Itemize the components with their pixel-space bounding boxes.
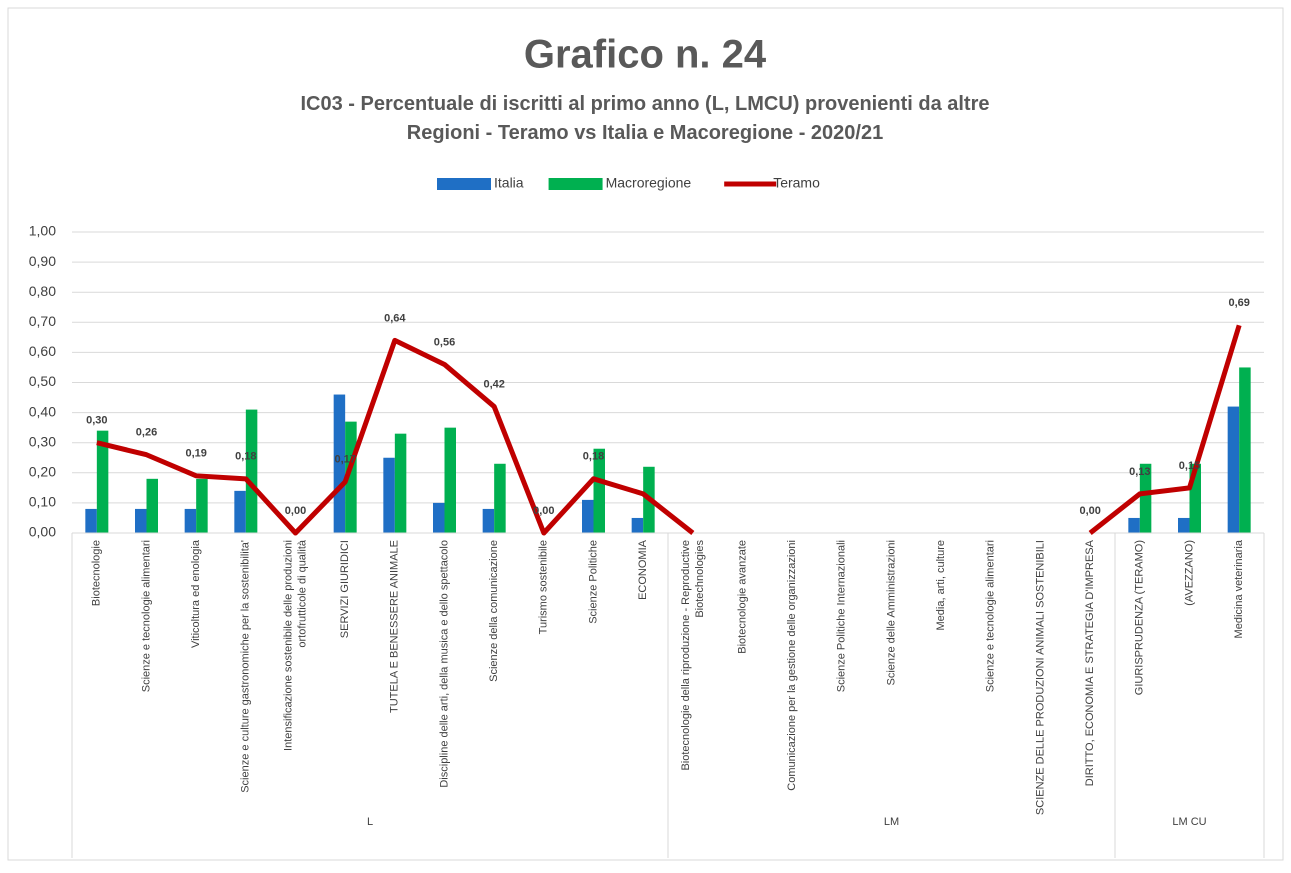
data-label: 0,26 xyxy=(136,427,157,439)
bar xyxy=(85,508,97,533)
legend-label: Macroregione xyxy=(606,175,692,191)
y-tick-label: 0,80 xyxy=(29,283,56,299)
bar xyxy=(345,421,357,533)
x-tick-label: Discipline delle arti, della musica e de… xyxy=(438,540,450,788)
data-label: 0,69 xyxy=(1228,297,1249,309)
line-series xyxy=(96,324,1242,536)
bar xyxy=(1178,517,1190,533)
x-tick-label: Biotecnologie xyxy=(91,540,103,606)
y-tick-label: 0,90 xyxy=(29,253,56,269)
x-tick-label: GIURISPRUDENZA (TERAMO) xyxy=(1134,540,1146,695)
chart-border xyxy=(7,7,1284,861)
x-tick-label: Viticoltura ed enologia xyxy=(190,539,202,648)
y-tick-label: 1,00 xyxy=(29,223,56,239)
x-tick-label: Scienze e tecnologie alimentari xyxy=(985,540,997,692)
y-tick-label: 0,40 xyxy=(29,403,56,419)
bar xyxy=(196,478,208,533)
legend-swatch xyxy=(437,178,491,190)
bar xyxy=(1128,517,1140,533)
group-label: L xyxy=(367,816,373,828)
y-tick-label: 0,50 xyxy=(29,373,56,389)
data-label: 0,18 xyxy=(583,451,604,463)
y-tick-label: 0,20 xyxy=(29,464,56,480)
y-tick-label: 0,70 xyxy=(29,313,56,329)
x-tick-label: Scienze delle Amministrazioni xyxy=(885,540,897,686)
y-tick-label: 0,10 xyxy=(29,494,56,510)
x-tick-label: Scienze Politiche Internazionali xyxy=(836,540,848,692)
bar xyxy=(1239,367,1251,533)
data-label: 0,30 xyxy=(86,415,107,427)
data-label: 0,00 xyxy=(1079,505,1100,517)
bar xyxy=(146,478,158,533)
x-tick-label: Scienze della comunicazione xyxy=(488,540,500,682)
bar xyxy=(184,508,197,533)
bar xyxy=(234,490,246,533)
bar xyxy=(383,457,395,533)
y-tick-label: 0,30 xyxy=(29,433,56,449)
bar xyxy=(433,502,445,533)
data-label: 0,00 xyxy=(285,505,306,517)
data-label: 0,17 xyxy=(334,454,355,466)
x-tick-label: Scienze e culture gastronomiche per la s… xyxy=(240,540,252,793)
bar xyxy=(96,430,109,533)
data-label: 0,42 xyxy=(483,378,504,390)
bar xyxy=(135,508,147,533)
data-label: 0,15 xyxy=(1179,460,1200,472)
x-tick-label: Turismo sostenibile xyxy=(538,540,550,634)
legend-swatch xyxy=(548,178,603,190)
group-label: LM CU xyxy=(1172,816,1206,828)
x-tick-label: ECONOMIA xyxy=(637,539,649,600)
data-label: 0,56 xyxy=(434,336,455,348)
data-label: 0,18 xyxy=(235,451,256,463)
bar xyxy=(1139,463,1152,533)
x-tick-label: Biotecnologie avanzate xyxy=(736,540,748,654)
x-tick-label: Media, arti, culture xyxy=(935,540,947,630)
bar xyxy=(494,463,506,533)
chart-title: Grafico n. 24 xyxy=(524,33,767,77)
x-tick-label: Biotecnologie della riproduzione - Repro… xyxy=(680,540,706,771)
x-tick-label: (AVEZZANO) xyxy=(1183,540,1195,606)
legend-label: Teramo xyxy=(773,175,820,191)
x-tick-label: Scienze Politiche xyxy=(587,540,599,624)
bar xyxy=(245,409,258,533)
data-label: 0,00 xyxy=(533,505,554,517)
x-tick-label: SERVIZI GIURIDICI xyxy=(339,540,351,638)
x-tick-label: DIRITTO, ECONOMIA E STRATEGIA D'IMPRESA xyxy=(1084,539,1096,786)
bar xyxy=(444,427,456,533)
bar xyxy=(631,517,644,533)
x-tick-label: Scienze e tecnologie alimentari xyxy=(140,540,152,692)
group-label: LM xyxy=(884,816,899,828)
bar xyxy=(1227,406,1240,533)
bar xyxy=(582,499,594,533)
bar xyxy=(593,448,605,533)
x-tick-label: Medicina veterinaria xyxy=(1233,539,1245,638)
data-label: 0,19 xyxy=(185,448,206,460)
y-tick-label: 0,60 xyxy=(29,343,56,359)
x-tick-label: Intensificazione sostenibile delle produ… xyxy=(282,539,308,751)
x-tick-label: TUTELA E BENESSERE ANIMALE xyxy=(389,540,401,713)
y-tick-label: 0,00 xyxy=(29,524,56,540)
bar xyxy=(333,394,346,533)
bar xyxy=(1189,463,1201,533)
data-label: 0,64 xyxy=(384,312,406,324)
data-label: 0,13 xyxy=(1129,466,1150,478)
bar xyxy=(394,433,407,533)
bar xyxy=(482,508,495,533)
chart-subtitle: IC03 - Percentuale di iscritti al primo … xyxy=(300,93,989,144)
x-tick-label: Comunicazione per la gestione delle orga… xyxy=(786,540,798,791)
legend-label: Italia xyxy=(494,175,524,191)
x-tick-label: SCIENZE DELLE PRODUZIONI ANIMALI SOSTENI… xyxy=(1034,540,1046,815)
